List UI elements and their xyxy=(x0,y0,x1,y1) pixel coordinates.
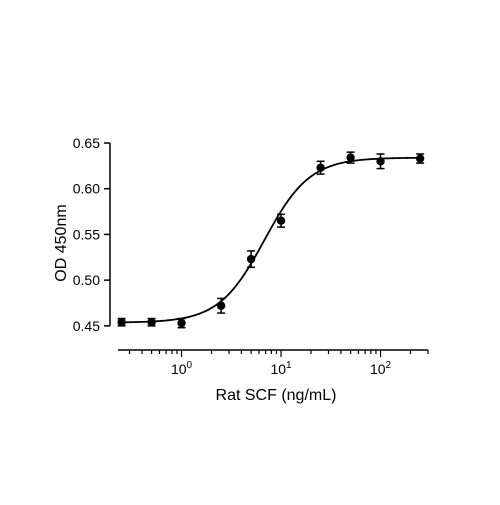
data-point-group xyxy=(246,250,256,269)
data-point xyxy=(177,318,186,328)
data-point-group xyxy=(147,317,156,327)
y-tick-label: 0.60 xyxy=(73,181,100,197)
data-point-group xyxy=(415,153,425,164)
y-tick-label: 0.65 xyxy=(73,135,100,151)
x-tick-label: 101 xyxy=(270,360,292,377)
data-point xyxy=(246,254,256,264)
x-ticks: 100 101 102 xyxy=(128,350,429,377)
data-points xyxy=(117,151,425,329)
axes: 0.45 0.50 0.55 0.60 0.65 100 101 102 xyxy=(73,135,429,377)
data-point-group xyxy=(376,153,385,170)
y-tick-label: 0.50 xyxy=(73,272,100,288)
data-point xyxy=(316,163,325,172)
data-point xyxy=(276,216,286,225)
x-axis-title: Rat SCF (ng/mL) xyxy=(216,387,337,404)
data-point xyxy=(415,154,425,163)
data-point-group xyxy=(316,160,325,175)
data-point-group xyxy=(177,317,186,329)
fit-curve xyxy=(121,156,421,324)
x-tick-label: 100 xyxy=(171,360,193,377)
data-point xyxy=(147,318,156,327)
y-ticks: 0.45 0.50 0.55 0.60 0.65 xyxy=(73,135,110,334)
data-point xyxy=(117,318,126,327)
x-tick-label: 102 xyxy=(370,360,392,377)
data-point-group xyxy=(276,213,286,228)
data-point xyxy=(216,301,226,310)
data-point-group xyxy=(346,151,355,164)
data-point-group xyxy=(117,317,126,327)
data-point-group xyxy=(216,297,226,314)
y-tick-label: 0.55 xyxy=(73,226,100,242)
y-tick-label: 0.45 xyxy=(73,318,100,334)
data-point xyxy=(376,157,385,166)
data-point xyxy=(346,153,355,162)
y-axis-title: OD 450nm xyxy=(53,204,70,281)
